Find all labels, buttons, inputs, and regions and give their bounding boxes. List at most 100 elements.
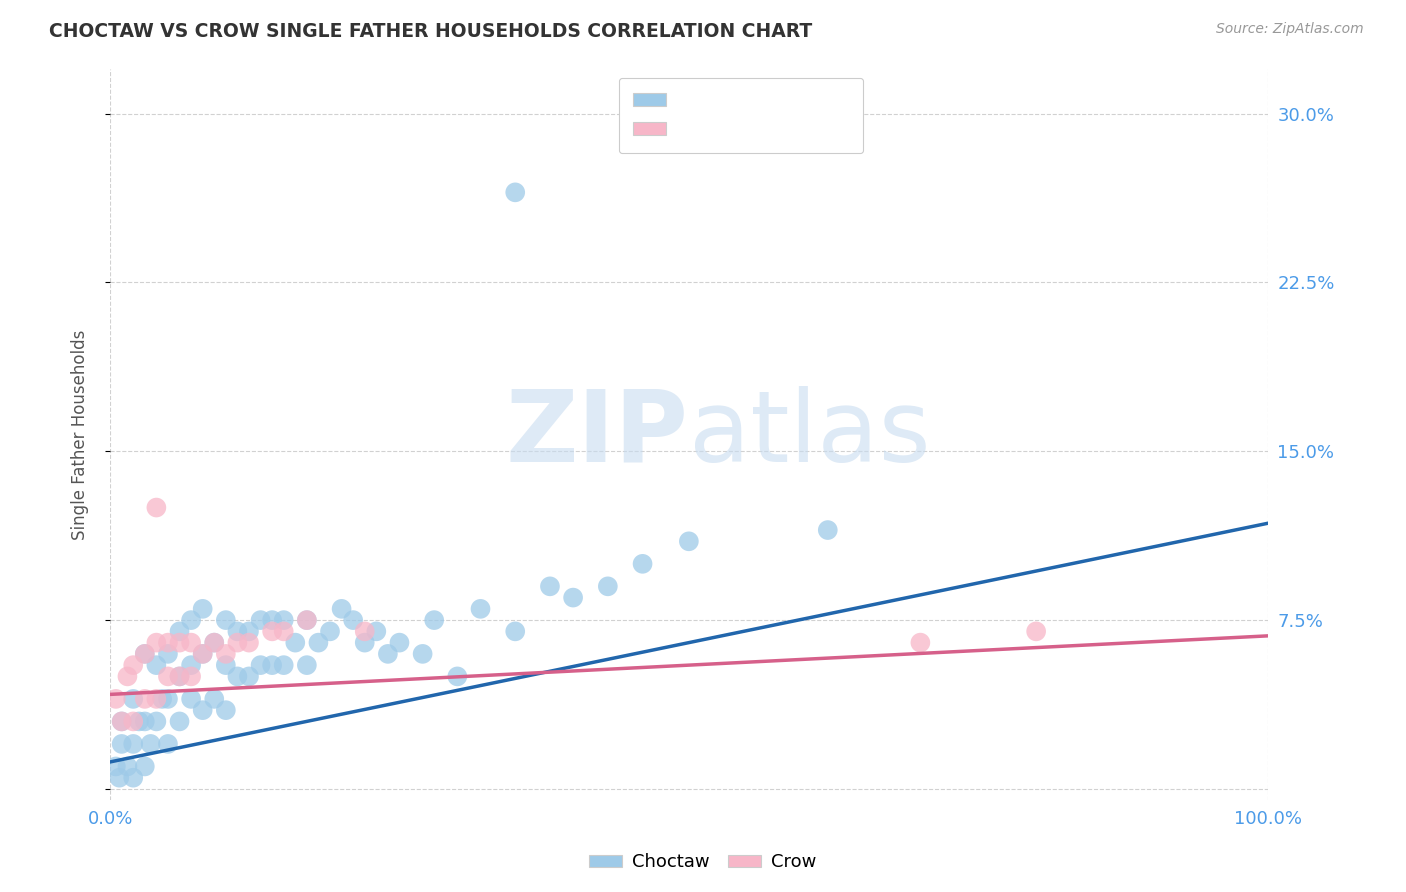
Point	[156, 692, 179, 706]
Point	[503, 186, 526, 200]
Point	[307, 635, 329, 649]
Point	[122, 714, 145, 729]
Point	[150, 692, 173, 706]
Point	[117, 759, 139, 773]
Point	[215, 647, 238, 661]
Point	[366, 624, 388, 639]
Text: R = 0.273   N = 27: R = 0.273 N = 27	[672, 131, 842, 149]
Point	[249, 658, 271, 673]
Point	[156, 635, 179, 649]
Point	[111, 737, 134, 751]
Point	[180, 692, 202, 706]
Point	[108, 771, 131, 785]
Point	[319, 624, 342, 639]
Point	[249, 613, 271, 627]
Point	[128, 714, 150, 729]
Point	[330, 602, 353, 616]
Point	[412, 647, 434, 661]
Point	[262, 624, 284, 639]
Point	[817, 523, 839, 537]
Point	[470, 602, 492, 616]
Point	[191, 647, 214, 661]
Point	[180, 658, 202, 673]
Point	[226, 669, 249, 683]
Point	[180, 635, 202, 649]
Point	[169, 635, 191, 649]
Point	[202, 635, 225, 649]
Point	[295, 658, 318, 673]
Point	[238, 624, 260, 639]
Text: Source: ZipAtlas.com: Source: ZipAtlas.com	[1216, 22, 1364, 37]
Point	[215, 703, 238, 717]
Point	[295, 613, 318, 627]
Point	[134, 647, 156, 661]
Point	[156, 737, 179, 751]
Point	[284, 635, 307, 649]
Point	[631, 557, 654, 571]
Point	[596, 579, 619, 593]
Point	[678, 534, 700, 549]
Point	[238, 669, 260, 683]
Legend:                               ,                               : ,	[619, 78, 863, 153]
Point	[180, 613, 202, 627]
Y-axis label: Single Father Households: Single Father Households	[72, 329, 89, 540]
Point	[562, 591, 585, 605]
Point	[169, 669, 191, 683]
Point	[226, 635, 249, 649]
Point	[538, 579, 561, 593]
Point	[122, 771, 145, 785]
Point	[353, 624, 375, 639]
Point	[122, 737, 145, 751]
Point	[111, 714, 134, 729]
Point	[169, 714, 191, 729]
Text: ZIP: ZIP	[506, 386, 689, 483]
Point	[104, 759, 127, 773]
Point	[202, 692, 225, 706]
Point	[342, 613, 364, 627]
Point	[134, 692, 156, 706]
Point	[169, 624, 191, 639]
Point	[145, 692, 167, 706]
Point	[191, 647, 214, 661]
Point	[910, 635, 932, 649]
Point	[1025, 624, 1047, 639]
Point	[353, 635, 375, 649]
Point	[295, 613, 318, 627]
Point	[238, 635, 260, 649]
Legend: Choctaw, Crow: Choctaw, Crow	[582, 847, 824, 879]
Point	[388, 635, 411, 649]
Point	[215, 613, 238, 627]
Point	[111, 714, 134, 729]
Point	[117, 669, 139, 683]
Point	[145, 714, 167, 729]
Point	[134, 714, 156, 729]
Text: R = 0.289   N = 66: R = 0.289 N = 66	[672, 95, 842, 112]
Point	[169, 669, 191, 683]
Point	[446, 669, 468, 683]
Point	[191, 703, 214, 717]
Point	[104, 692, 127, 706]
Point	[122, 692, 145, 706]
Point	[202, 635, 225, 649]
Point	[139, 737, 162, 751]
Point	[156, 669, 179, 683]
Point	[145, 500, 167, 515]
Point	[273, 624, 295, 639]
Point	[180, 669, 202, 683]
Point	[145, 658, 167, 673]
Point	[423, 613, 446, 627]
Point	[145, 635, 167, 649]
Text: CHOCTAW VS CROW SINGLE FATHER HOUSEHOLDS CORRELATION CHART: CHOCTAW VS CROW SINGLE FATHER HOUSEHOLDS…	[49, 22, 813, 41]
Point	[503, 624, 526, 639]
Point	[262, 613, 284, 627]
Point	[377, 647, 399, 661]
Point	[273, 613, 295, 627]
Point	[134, 759, 156, 773]
Point	[226, 624, 249, 639]
Text: atlas: atlas	[689, 386, 931, 483]
Point	[273, 658, 295, 673]
Point	[191, 602, 214, 616]
Point	[134, 647, 156, 661]
Point	[215, 658, 238, 673]
Point	[156, 647, 179, 661]
